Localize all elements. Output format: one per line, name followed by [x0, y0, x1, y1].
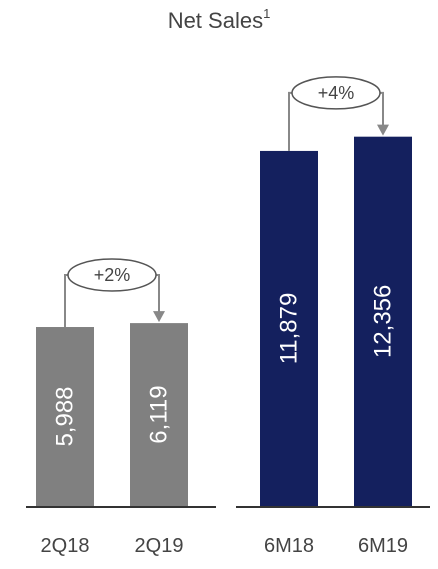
bar-6m19: [354, 136, 412, 507]
bar-value-label-2q18: 5,988: [52, 386, 79, 446]
category-label-2q18: 2Q18: [41, 535, 90, 557]
growth-label-group-2: +4%: [318, 83, 355, 103]
growth-connector-right-group-1: [156, 274, 160, 314]
bar-6m18: [260, 150, 318, 506]
growth-connector-right-group-2: [380, 91, 384, 127]
category-label-6m19: 6M19: [358, 535, 408, 557]
bar-2q18: [36, 327, 94, 506]
growth-ellipse-group-1: [67, 258, 157, 292]
growth-arrowhead-group-1: [153, 311, 165, 323]
bar-value-label-2q19: 6,119: [146, 385, 173, 443]
chart-title: Net Sales1: [0, 6, 438, 34]
growth-connector-left-group-1: [64, 274, 68, 328]
growth-ellipse-group-2: [291, 76, 381, 110]
bar-2q19: [130, 323, 188, 506]
bar-value-label-6m18: 11,879: [276, 293, 303, 365]
category-label-6m18: 6M18: [264, 535, 314, 557]
bar-value-label-6m19: 12,356: [370, 285, 397, 358]
growth-label-group-1: +2%: [94, 265, 131, 285]
growth-arrowhead-group-2: [377, 124, 389, 136]
growth-connector-left-group-2: [288, 91, 292, 151]
category-label-2q19: 2Q19: [135, 535, 184, 557]
chart-title-text: Net Sales: [167, 8, 264, 33]
chart-title-footnote: 1: [263, 6, 271, 21]
